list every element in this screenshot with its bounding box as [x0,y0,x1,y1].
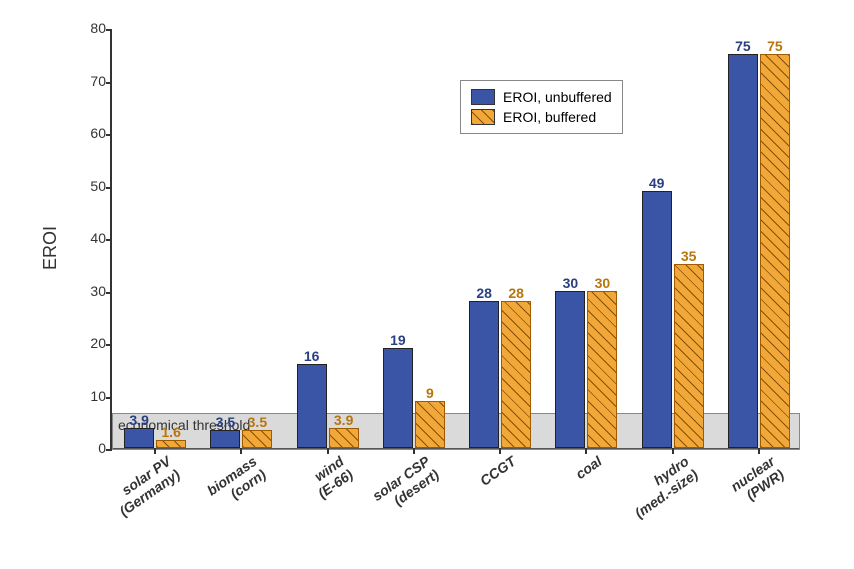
x-tick-mark [585,448,587,454]
bar-unbuffered [555,291,585,449]
eroi-chart: EROI 01020304050607080economical thresho… [0,0,854,569]
x-tick-mark [672,448,674,454]
y-tick-label: 60 [90,125,112,141]
bar-buffered [674,264,704,448]
y-tick-label: 30 [90,283,112,299]
bar-buffered [760,54,790,448]
bar-label-buffered: 9 [426,385,434,401]
y-tick-label: 40 [90,230,112,246]
x-tick-mark [758,448,760,454]
bar-unbuffered [642,191,672,448]
bar-unbuffered [728,54,758,448]
bar-label-buffered: 30 [595,275,611,291]
x-category-label: solar CSP (desert) [369,453,442,517]
legend-swatch-unbuffered [471,89,495,105]
bar-buffered [329,428,359,448]
bar-label-buffered: 3.9 [334,412,353,428]
y-tick-label: 50 [90,178,112,194]
x-category-label: hydro (med.-size) [622,453,700,521]
plot-area: 01020304050607080economical threshold3.9… [110,30,800,450]
bar-label-buffered: 28 [508,285,524,301]
bar-label-unbuffered: 28 [476,285,492,301]
bar-label-unbuffered: 19 [390,332,406,348]
x-category-label: nuclear (PWR) [728,453,787,508]
bar-label-unbuffered: 30 [563,275,579,291]
bar-buffered [501,301,531,448]
y-tick-label: 80 [90,20,112,36]
x-category-label: wind (E-66) [305,453,355,502]
bar-buffered [242,430,272,448]
bar-label-unbuffered: 16 [304,348,320,364]
bar-label-buffered: 3.5 [248,414,267,430]
bar-buffered [587,291,617,449]
x-category-label: biomass (corn) [204,453,269,512]
bar-label-unbuffered: 49 [649,175,665,191]
bar-unbuffered [124,428,154,448]
y-tick-label: 10 [90,388,112,404]
bar-unbuffered [383,348,413,448]
y-tick-label: 20 [90,335,112,351]
bar-unbuffered [297,364,327,448]
y-tick-label: 70 [90,73,112,89]
x-category-label: CCGT [477,453,519,489]
y-axis-label: EROI [40,226,61,270]
x-tick-mark [499,448,501,454]
legend-row-buffered: EROI, buffered [471,107,612,127]
bar-unbuffered [210,430,240,448]
bar-label-buffered: 35 [681,248,697,264]
bar-label-unbuffered: 75 [735,38,751,54]
x-tick-mark [240,448,242,454]
x-category-label: solar PV (Germany) [107,453,183,519]
bar-buffered [156,440,186,448]
legend-label-unbuffered: EROI, unbuffered [503,89,612,105]
bar-unbuffered [469,301,499,448]
bar-buffered [415,401,445,448]
bar-label-unbuffered: 3.9 [129,412,148,428]
x-category-label: coal [573,453,605,482]
bar-label-buffered: 1.6 [161,424,180,440]
bar-label-unbuffered: 3.5 [216,414,235,430]
x-tick-mark [413,448,415,454]
legend: EROI, unbuffered EROI, buffered [460,80,623,134]
x-tick-mark [154,448,156,454]
y-tick-label: 0 [98,440,112,456]
legend-row-unbuffered: EROI, unbuffered [471,87,612,107]
bar-label-buffered: 75 [767,38,783,54]
x-tick-mark [327,448,329,454]
legend-label-buffered: EROI, buffered [503,109,596,125]
legend-swatch-buffered [471,109,495,125]
